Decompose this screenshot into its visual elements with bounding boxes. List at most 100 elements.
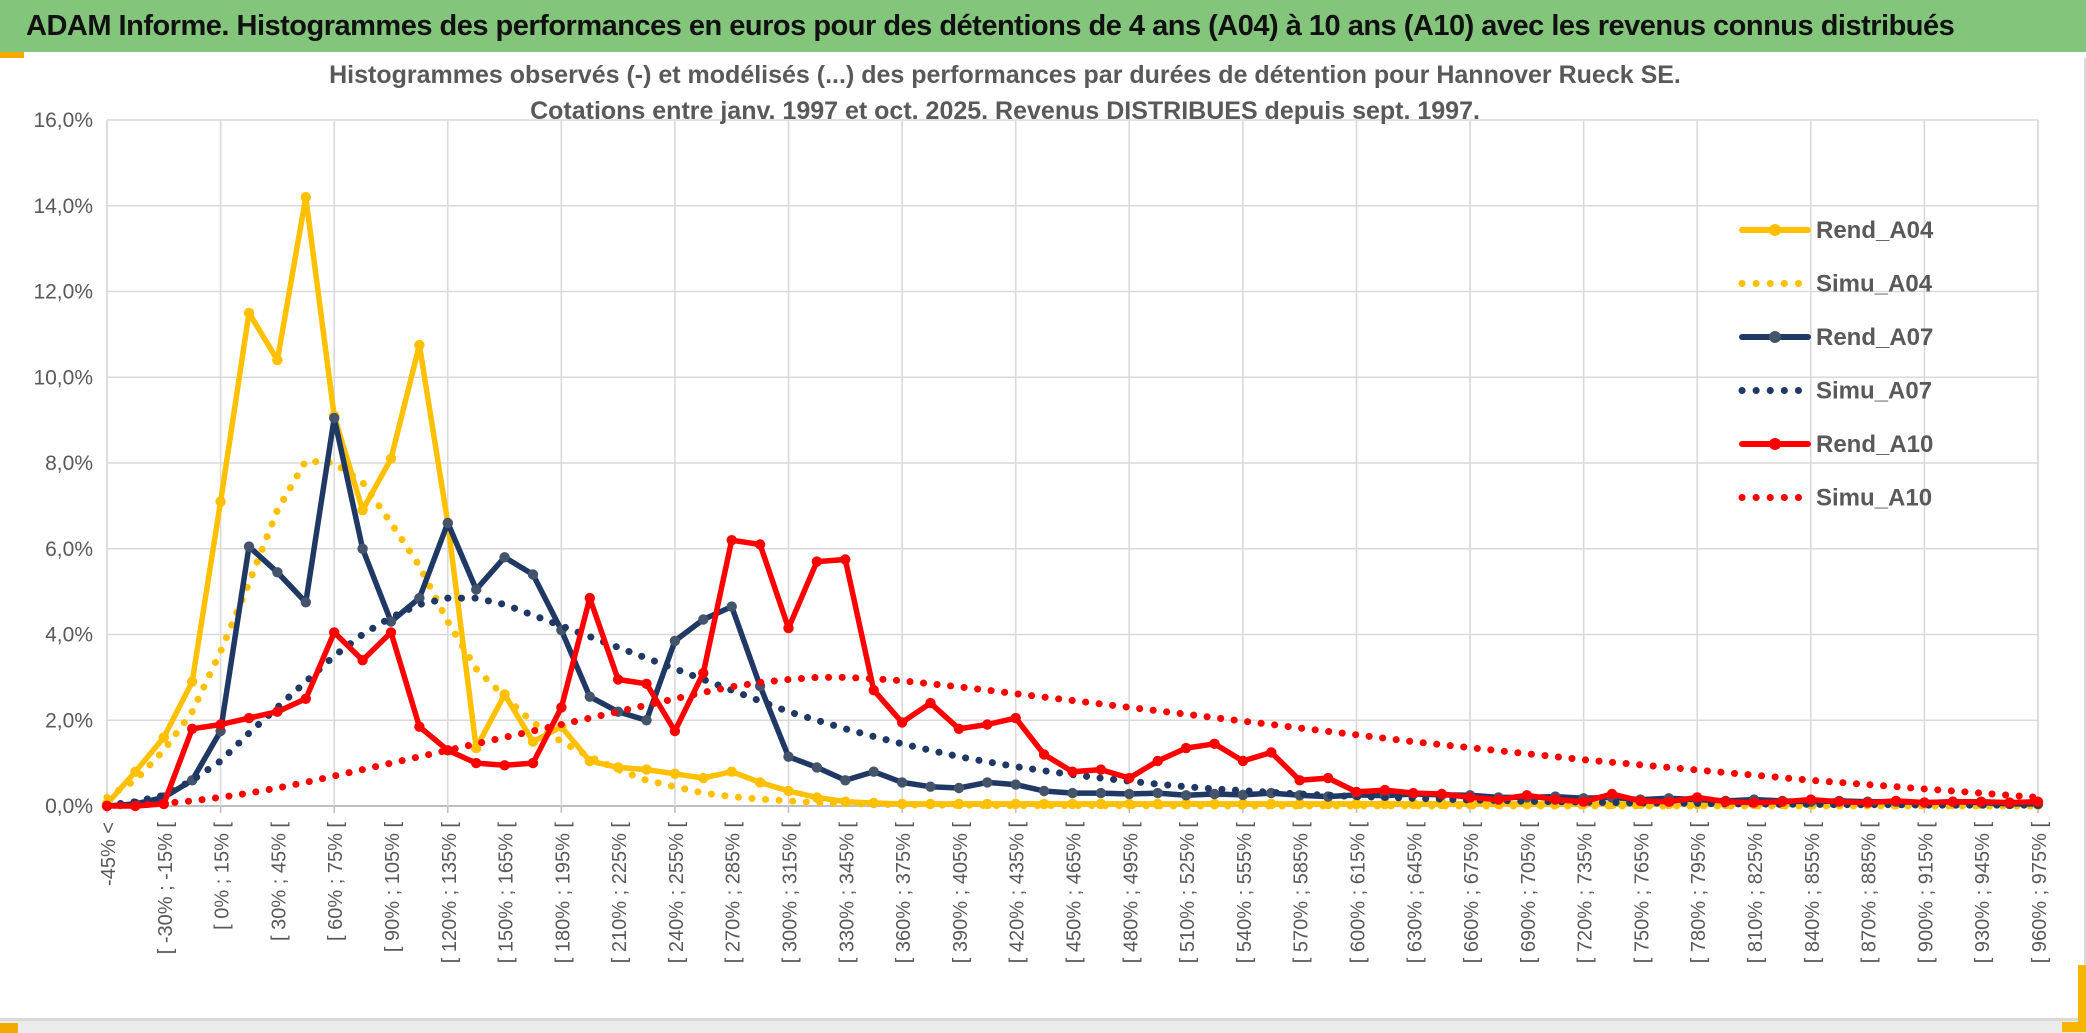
chart-series[interactable] bbox=[101, 192, 2044, 812]
chart-object[interactable]: 0,0% 2,0% 4,0% 6,0% 8,0% 10,0% 12,0% 14,0% 16,0%… bbox=[0, 58, 2086, 1020]
data-point-marker bbox=[215, 719, 226, 730]
x-axis-tick-label: [ 390% ; 405% [ bbox=[950, 822, 972, 964]
data-point-marker bbox=[1237, 789, 1249, 801]
x-axis-tick-label: [ 120% ; 135% [ bbox=[439, 822, 461, 964]
data-point-marker bbox=[300, 597, 311, 608]
data-point-marker bbox=[1322, 772, 1334, 784]
legend-label: Simu_A07 bbox=[1816, 378, 1932, 405]
y-axis-tick-label: 4,0% bbox=[45, 624, 93, 647]
data-point-marker bbox=[1550, 794, 1561, 805]
data-point-marker bbox=[1919, 797, 1930, 808]
data-point-marker bbox=[612, 674, 624, 685]
series-line-Simu_A10[interactable] bbox=[103, 673, 2042, 810]
y-axis-tick-label: 10,0% bbox=[33, 366, 93, 389]
gold-corner-vertical bbox=[2078, 965, 2086, 1023]
gold-corner-horizontal bbox=[2062, 1022, 2086, 1032]
x-axis-tick-label: [ 540% ; 555% [ bbox=[1234, 822, 1256, 964]
data-point-marker bbox=[783, 622, 794, 634]
sheet-header-bar: ADAM Informe. Histogrammes des performan… bbox=[0, 0, 2086, 52]
data-point-marker bbox=[527, 757, 539, 769]
data-point-marker bbox=[783, 785, 794, 797]
data-point-marker bbox=[300, 693, 311, 704]
data-point-marker bbox=[982, 719, 993, 730]
series-markers-Rend_A04[interactable] bbox=[101, 192, 2044, 810]
x-axis-tick-label: [ 780% ; 795% [ bbox=[1688, 822, 1710, 964]
series-line-Rend_A10[interactable] bbox=[104, 537, 2041, 809]
data-point-marker bbox=[385, 627, 397, 638]
x-axis-tick-label: [ 480% ; 495% [ bbox=[1120, 822, 1142, 964]
data-point-marker bbox=[840, 775, 851, 786]
chart-gridlines bbox=[106, 119, 2039, 807]
data-point-marker bbox=[556, 702, 567, 713]
x-axis-tick-label: [ 150% ; 165% [ bbox=[496, 822, 518, 964]
series-markers-Rend_A07[interactable] bbox=[101, 412, 2044, 812]
data-point-marker bbox=[187, 676, 198, 687]
legend-label: Rend_A10 bbox=[1816, 431, 1933, 458]
data-point-marker bbox=[1351, 786, 1362, 798]
x-axis-tick-label: -45% < bbox=[98, 822, 120, 886]
legend-item-Rend_A04[interactable]: Rend_A04 bbox=[1739, 217, 1934, 244]
data-point-marker bbox=[1692, 792, 1703, 803]
legend-item-Simu_A07[interactable]: Simu_A07 bbox=[1738, 378, 1932, 405]
x-axis-tick-label: [ 30% ; 45% [ bbox=[268, 822, 290, 941]
chart-axes: 0,0% 2,0% 4,0% 6,0% 8,0% 10,0% 12,0% 14,0% 16,0%… bbox=[33, 109, 2051, 963]
x-axis-tick-label: [ 840% ; 855% [ bbox=[1802, 822, 1824, 964]
data-point-marker bbox=[1578, 796, 1589, 807]
legend-label: Rend_A04 bbox=[1816, 217, 1934, 244]
legend-item-Simu_A04[interactable]: Simu_A04 bbox=[1738, 271, 1933, 298]
series-markers-Rend_A10[interactable] bbox=[101, 535, 2044, 812]
data-point-marker bbox=[584, 691, 595, 702]
data-point-marker bbox=[357, 505, 368, 516]
x-axis-tick-label: [ 60% ; 75% [ bbox=[325, 822, 347, 941]
data-point-marker bbox=[272, 706, 283, 717]
data-point-marker bbox=[726, 601, 737, 612]
data-point-marker bbox=[385, 616, 397, 627]
data-point-marker bbox=[1805, 794, 1817, 805]
y-axis-tick-label: 6,0% bbox=[45, 538, 93, 561]
data-point-marker bbox=[1521, 790, 1533, 801]
data-point-marker bbox=[641, 764, 652, 775]
data-point-marker bbox=[1038, 785, 1050, 797]
data-point-marker bbox=[669, 768, 681, 779]
gold-accent-bottom-left bbox=[0, 1023, 18, 1033]
legend-item-Rend_A07[interactable]: Rend_A07 bbox=[1739, 324, 1933, 351]
data-point-marker bbox=[471, 757, 482, 769]
data-point-marker bbox=[187, 723, 198, 734]
data-point-marker bbox=[329, 627, 340, 638]
data-point-marker bbox=[896, 777, 908, 788]
data-point-marker bbox=[811, 556, 823, 567]
bottom-strip bbox=[0, 1020, 2086, 1033]
x-axis-tick-label: [ 690% ; 705% [ bbox=[1518, 822, 1540, 964]
data-point-marker bbox=[1152, 787, 1163, 799]
x-axis-tick-label: [ 930% ; 945% [ bbox=[1972, 822, 1994, 964]
x-axis-tick-label: [ 210% ; 225% [ bbox=[609, 822, 631, 964]
x-axis-tick-label: [ 360% ; 375% [ bbox=[893, 822, 915, 964]
series-line-Rend_A04[interactable] bbox=[104, 194, 2041, 808]
chart-legend[interactable]: Rend_A04 Simu_A04 Rend_A07 Simu_A07 Rend_A10… bbox=[1738, 217, 1934, 512]
data-point-marker bbox=[300, 192, 311, 203]
data-point-marker bbox=[811, 762, 823, 773]
series-line-Simu_A04[interactable] bbox=[103, 457, 2042, 810]
data-point-marker bbox=[272, 567, 283, 578]
data-point-marker bbox=[641, 715, 652, 726]
data-point-marker bbox=[1209, 788, 1220, 800]
data-point-marker bbox=[925, 781, 936, 792]
data-point-marker bbox=[669, 725, 681, 737]
data-point-marker bbox=[953, 723, 965, 734]
data-point-marker bbox=[1351, 798, 1362, 810]
data-point-marker bbox=[1720, 796, 1731, 807]
y-axis-tick-label: 16,0% bbox=[33, 109, 93, 132]
x-axis-tick-label: [ 600% ; 615% [ bbox=[1347, 822, 1369, 964]
data-point-marker bbox=[158, 732, 169, 743]
data-point-marker bbox=[953, 782, 965, 794]
data-point-marker bbox=[1748, 797, 1760, 808]
x-axis-tick-label: [ 180% ; 195% [ bbox=[552, 822, 574, 964]
legend-item-Simu_A10[interactable]: Simu_A10 bbox=[1738, 485, 1932, 512]
data-point-marker bbox=[726, 535, 737, 546]
performance-histogram-chart[interactable]: 0,0% 2,0% 4,0% 6,0% 8,0% 10,0% 12,0% 14,0% 16,0%… bbox=[0, 58, 2086, 1018]
legend-item-Rend_A10[interactable]: Rend_A10 bbox=[1739, 431, 1933, 458]
data-point-marker bbox=[1947, 796, 1959, 807]
data-point-marker bbox=[868, 766, 879, 777]
data-point-marker bbox=[698, 667, 709, 679]
